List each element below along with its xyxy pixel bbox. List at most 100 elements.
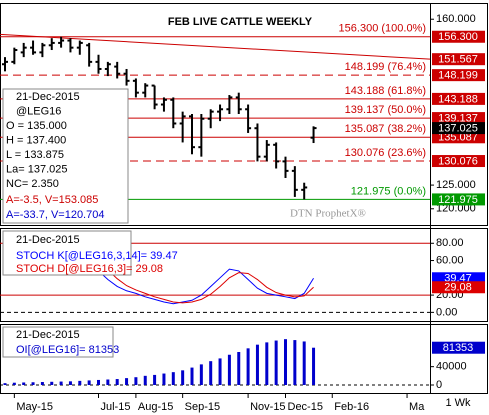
y-tick-label: 60.00 — [436, 254, 464, 266]
x-tick-label: May-15 — [16, 401, 53, 413]
y-tick-label: 120.000 — [436, 203, 476, 215]
fib-label: 139.137 (50.0%) — [345, 104, 426, 116]
oi-axis-label: 81353 — [443, 342, 474, 354]
x-tick-label: Nov-15 — [250, 401, 285, 413]
oi-bar — [125, 378, 129, 385]
x-tick-label: Aug-15 — [138, 401, 173, 413]
oi-bar — [218, 358, 222, 385]
oi-bar — [274, 340, 278, 385]
oi-bar — [265, 342, 269, 385]
info-annotation: A=-3.5, V=153.085 — [6, 194, 98, 206]
level-axis-label: 143.188 — [438, 93, 478, 105]
x-tick-label: Feb-16 — [334, 401, 369, 413]
fib-label: 121.975 (0.0%) — [351, 185, 426, 197]
fib-label: 156.300 (100.0%) — [339, 23, 426, 35]
fib-label: 130.076 (23.6%) — [345, 147, 426, 159]
oi-bar — [199, 364, 203, 385]
fib-label: 148.199 (76.4%) — [345, 61, 426, 73]
oi-bar — [171, 372, 175, 385]
x-tick-label: Ma — [409, 401, 425, 413]
oi-bar — [31, 382, 35, 385]
oi-bar — [293, 340, 297, 385]
info-line: O = 135.000 — [6, 120, 67, 132]
legend-entry: STOCH K[@LEG16,3,14]= 39.47 — [16, 250, 178, 262]
oi-bar — [12, 382, 16, 385]
trend-axis-label: 151.567 — [438, 54, 478, 66]
level-axis-label-box — [432, 193, 485, 206]
oi-bar — [246, 348, 250, 385]
last-price-label: 137.025 — [438, 123, 478, 135]
stoch-axis-label-box — [432, 281, 485, 294]
y-tick-label: 80.00 — [436, 237, 464, 249]
oi-bar — [3, 383, 7, 385]
oi-bar — [255, 344, 259, 385]
oi-bar — [153, 374, 157, 385]
y-tick-label: 160.000 — [436, 13, 476, 25]
oi-bar — [312, 347, 316, 385]
level-axis-label: 156.300 — [438, 31, 478, 43]
fib-label: 135.087 (38.2%) — [345, 123, 426, 135]
oi-bar — [50, 381, 54, 385]
oi-bar — [78, 380, 82, 385]
y-tick-label: 0.00 — [436, 306, 457, 318]
info-line: NC= 2.350 — [6, 178, 59, 190]
oi-axis-label-box — [432, 341, 485, 354]
legend-box — [2, 230, 132, 276]
legend-date: 21-Dec-2015 — [16, 329, 80, 341]
oi-bar — [284, 339, 287, 385]
info-line: La= 137.025 — [6, 163, 67, 175]
oi-bar — [87, 380, 91, 385]
oi-bar — [237, 352, 241, 385]
oi-bar — [227, 354, 231, 385]
info-annotation: A=-33.7, V=120.704 — [6, 209, 104, 221]
level-axis-label-box — [432, 92, 485, 105]
oi-bar — [302, 341, 306, 385]
trendline — [0, 33, 431, 60]
info-line: 21-Dec-2015 — [16, 91, 80, 103]
oi-bar — [134, 377, 138, 385]
y-tick-label: 40000 — [436, 361, 467, 373]
oi-bar — [209, 361, 213, 385]
level-axis-label-box — [432, 155, 485, 168]
info-box — [2, 88, 129, 224]
watermark: DTN ProphetX® — [290, 208, 366, 220]
oi-bar — [40, 382, 44, 385]
oi-bar — [97, 379, 100, 385]
legend-entry: OI[@LEG16]= 81353 — [16, 344, 119, 356]
fib-label: 143.188 (61.8%) — [345, 85, 426, 97]
level-axis-label-box — [432, 112, 485, 125]
trend-axis-label-box — [432, 53, 485, 66]
info-line: L = 133.875 — [6, 149, 64, 161]
oi-bar — [162, 373, 166, 385]
oi-bar — [59, 381, 63, 385]
level-axis-label: 139.137 — [438, 112, 478, 124]
level-axis-label-box — [432, 30, 485, 43]
x-tick-label: Dec-15 — [288, 401, 323, 413]
level-axis-label-box — [432, 69, 485, 82]
oi-bar — [68, 381, 72, 385]
level-axis-label: 130.076 — [438, 155, 478, 167]
x-tick-label: Sep-15 — [185, 401, 220, 413]
x-tick-label: Jul-15 — [101, 401, 131, 413]
stoch-axis-label: 29.08 — [444, 282, 472, 294]
level-axis-label-box — [432, 131, 485, 144]
legend-date: 21-Dec-2015 — [16, 234, 80, 246]
level-axis-label: 148.199 — [438, 70, 478, 82]
level-axis-label: 135.087 — [438, 132, 478, 144]
info-line: H = 137.400 — [6, 134, 66, 146]
oi-bar — [190, 367, 194, 385]
oi-bar — [106, 379, 110, 385]
oi-bar — [22, 382, 26, 385]
y-tick-label: 0 — [436, 379, 442, 391]
oi-bar — [181, 370, 185, 385]
oi-bar — [143, 375, 147, 385]
last-price-label-box — [432, 122, 485, 135]
legend-entry: STOCH D[@LEG16,3]= 29.08 — [16, 263, 163, 275]
legend-box — [2, 326, 114, 358]
level-axis-label: 121.975 — [438, 194, 478, 206]
y-tick-label: 125.000 — [436, 179, 476, 191]
period-label: 1 Wk — [445, 397, 471, 409]
oi-bar — [115, 379, 119, 385]
